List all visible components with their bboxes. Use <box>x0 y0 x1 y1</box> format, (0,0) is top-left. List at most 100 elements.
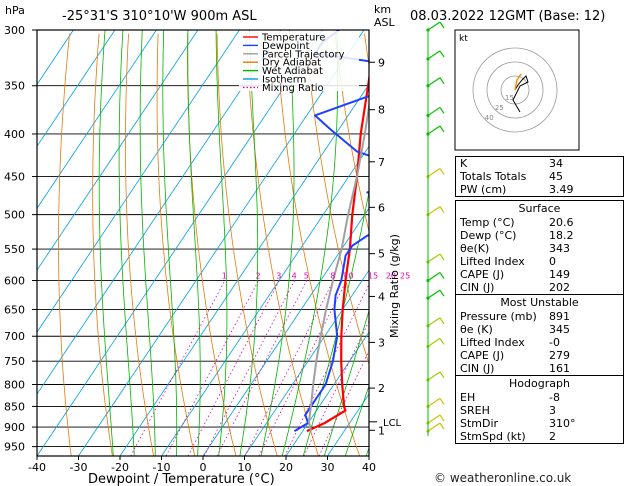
mixing-ratio-label: 15 <box>368 272 378 281</box>
wind-barb-flag <box>439 371 445 379</box>
parcel-trajectory-series-line <box>307 99 369 432</box>
row-label: StmDir <box>460 417 499 430</box>
lcl-label: LCL <box>383 418 402 429</box>
isotherm-line <box>37 30 199 271</box>
row-label: CAPE (J) <box>460 268 505 281</box>
mixing-ratio-line <box>165 280 259 456</box>
dry-adiabat-line <box>156 33 196 456</box>
wet-adiabat-line <box>98 30 114 456</box>
index-value: 34 <box>549 157 563 170</box>
most-unstable-title: Most Unstable <box>456 294 623 310</box>
row-value: 279 <box>549 349 570 362</box>
row-label: CIN (J) <box>460 281 495 294</box>
mixing-ratio-label: 25 <box>400 272 410 281</box>
wind-barb <box>427 106 441 116</box>
index-row-totals: Totals Totals 45 <box>456 170 623 183</box>
credit-text: © weatheronline.co.uk <box>434 471 571 485</box>
row-value: 161 <box>549 362 570 375</box>
wind-barb-flag <box>439 338 445 345</box>
legend-label: Temperature <box>261 33 325 44</box>
row-label: Lifted Index <box>460 336 525 349</box>
km-tick-label: 2 <box>378 382 385 395</box>
hodograph-ring-label: 15 <box>505 94 514 102</box>
km-tick-label: 3 <box>378 336 385 349</box>
x-tick-label: 20 <box>279 461 293 474</box>
wind-barb-flag <box>439 414 445 422</box>
y-tick-label: 850 <box>4 400 25 413</box>
row-value: 149 <box>549 268 570 281</box>
y-tick-label: 650 <box>4 303 25 316</box>
dry-adiabat-line <box>92 33 113 456</box>
hodo-row: StmDir 310° <box>456 417 623 430</box>
dry-adiabat-line <box>58 33 72 456</box>
hodograph-ring-label: 25 <box>495 104 504 112</box>
mixing-ratio-line <box>303 320 369 456</box>
wet-adiabat-line <box>344 384 369 456</box>
x-tick-label: 0 <box>200 461 207 474</box>
wind-barb <box>427 125 441 135</box>
surface-row: Lifted Index 0 <box>456 255 623 268</box>
index-label: Totals Totals <box>460 170 527 183</box>
row-label: Dewp (°C) <box>460 229 517 242</box>
hodograph-ring-label: 40 <box>485 114 494 122</box>
wind-barb-flag <box>439 107 445 114</box>
surface-row: Temp (°C) 20.6 <box>456 216 623 229</box>
surface-row: θe(K) 343 <box>456 242 623 255</box>
dry-adiabat-line <box>125 33 154 456</box>
wet-adiabat-line <box>281 30 338 456</box>
row-value: -8 <box>549 391 560 404</box>
wet-adiabat-line <box>260 30 295 456</box>
wind-barb <box>427 422 441 432</box>
wind-barb <box>427 206 441 216</box>
wind-barb-flag <box>439 422 445 430</box>
isotherm-line <box>202 207 369 456</box>
index-row-k: K 34 <box>456 157 623 170</box>
row-label: Lifted Index <box>460 255 525 268</box>
isotherm-line <box>78 30 365 456</box>
wind-barb <box>427 168 441 178</box>
dry-adiabat-line <box>305 33 369 366</box>
wind-barb <box>427 77 441 87</box>
x-tick-label: 10 <box>238 461 252 474</box>
x-tick-label: -30 <box>70 461 88 474</box>
legend-label: Isotherm <box>262 75 306 86</box>
wet-adiabat-line <box>162 30 178 456</box>
row-value: 20.6 <box>549 216 574 229</box>
wind-barb-flag <box>439 253 445 261</box>
wind-barb <box>427 397 441 407</box>
row-value: 343 <box>549 242 570 255</box>
hodo-row: EH -8 <box>456 391 623 404</box>
isotherm-line <box>37 30 323 456</box>
y-tick-label: 500 <box>4 209 25 222</box>
index-row-pw: PW (cm) 3.49 <box>456 183 623 196</box>
mu-row: CIN (J) 161 <box>456 362 623 375</box>
y-tick-label: 700 <box>4 330 25 343</box>
wind-barb <box>427 253 441 263</box>
x-tick-label: 30 <box>321 461 335 474</box>
indices-table: K 34 Totals Totals 45 PW (cm) 3.49 <box>455 156 624 197</box>
hodo-row: SREH 3 <box>456 404 623 417</box>
y-tick-label: 600 <box>4 275 25 288</box>
x-axis-label: Dewpoint / Temperature (°C) <box>88 472 275 486</box>
y-tick-label: 300 <box>4 24 25 37</box>
wind-barb <box>427 337 441 347</box>
wind-barb-flag <box>439 272 445 279</box>
row-value: 202 <box>549 281 570 294</box>
wet-adiabat-line <box>187 30 201 456</box>
mixing-ratio-label: 4 <box>292 272 297 281</box>
mu-row: Lifted Index -0 <box>456 336 623 349</box>
wind-barb <box>427 317 441 327</box>
km-tick-label: 1 <box>378 424 385 437</box>
hodograph-ring <box>486 61 544 119</box>
row-value: 2 <box>549 430 556 443</box>
wet-adiabat-line <box>323 309 369 456</box>
y-tick-label: 800 <box>4 379 25 392</box>
hodograph-storm-motion <box>514 73 522 91</box>
row-value: 891 <box>549 310 570 323</box>
mixing-ratio-label: 3 <box>276 272 281 281</box>
wind-barb <box>427 272 441 282</box>
y-tick-label: 550 <box>4 243 25 256</box>
legend-label: Dewpoint <box>262 41 310 52</box>
row-value: 0 <box>549 255 556 268</box>
y-tick-label: 900 <box>4 421 25 434</box>
